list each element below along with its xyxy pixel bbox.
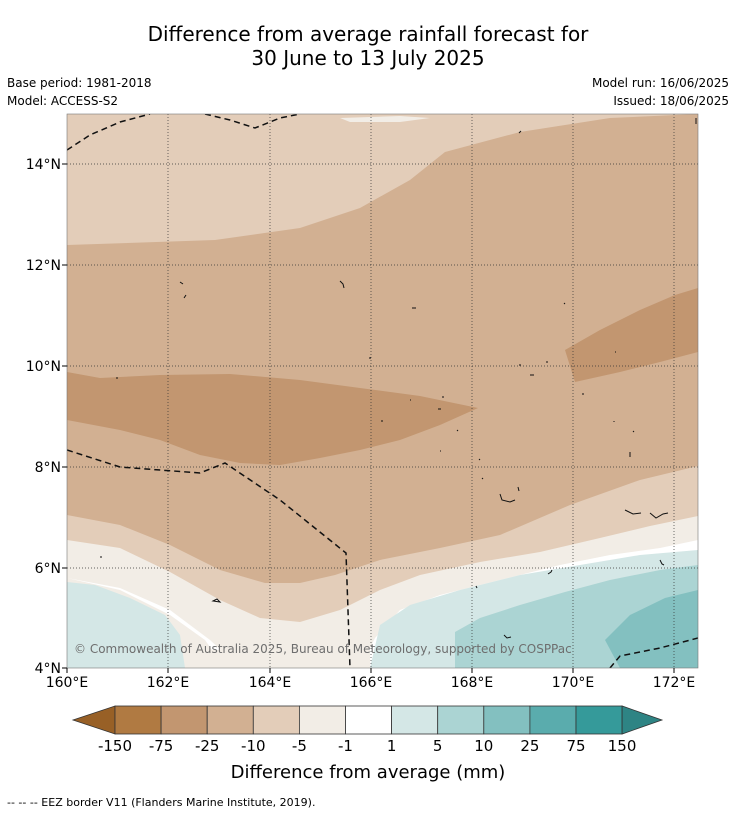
lat-label: 12°N xyxy=(26,258,61,274)
lon-label: 166°E xyxy=(350,675,393,691)
legend-tick-label: 10 xyxy=(474,737,493,755)
title-line-2: 30 June to 13 July 2025 xyxy=(251,46,485,70)
axis-ticks xyxy=(62,163,675,673)
legend-tick-label: 150 xyxy=(608,737,637,755)
copyright-notice: © Commowealth of Australia 2025, Bureau … xyxy=(74,642,572,656)
legend-label: Difference from average (mm) xyxy=(231,762,506,783)
legend-arrow-low xyxy=(71,705,116,735)
legend-tick-label: 5 xyxy=(433,737,443,755)
band-plus-1-to-plus-5-west xyxy=(67,582,185,668)
legend-swatch xyxy=(298,705,346,735)
map-frame xyxy=(66,113,699,669)
legend-arrow-high xyxy=(621,705,664,735)
legend-tick-label: -10 xyxy=(241,737,266,755)
issued-date: Issued: 18/06/2025 xyxy=(613,94,729,108)
band-top-pale xyxy=(340,116,430,122)
legend-tick-label: 25 xyxy=(520,737,539,755)
lat-labels: 14°N 12°N 10°N 8°N 6°N 4°N xyxy=(26,157,61,677)
lat-label: 14°N xyxy=(26,157,61,173)
model-run: Model run: 16/06/2025 xyxy=(591,76,729,90)
legend-swatch xyxy=(529,705,577,735)
colour-legend xyxy=(71,705,664,735)
band-minus-10-to-minus-25 xyxy=(67,114,698,583)
legend-swatch xyxy=(391,705,439,735)
legend-tick-label: -75 xyxy=(149,737,174,755)
band-minus-1-to-minus-5-south xyxy=(210,650,370,668)
legend-swatch xyxy=(575,705,623,735)
legend-tick-label: 75 xyxy=(566,737,585,755)
lat-label: 8°N xyxy=(35,460,61,476)
lon-label: 162°E xyxy=(147,675,190,691)
legend-swatch xyxy=(345,705,392,735)
legend-tick-label: -150 xyxy=(98,737,132,755)
legend-swatch xyxy=(114,705,162,735)
legend-swatch xyxy=(483,705,531,735)
lon-label: 172°E xyxy=(653,675,696,691)
legend-tick-label: -25 xyxy=(195,737,220,755)
band-plus-10-to-plus-25 xyxy=(605,590,698,668)
model-name: Model: ACCESS-S2 xyxy=(7,94,119,108)
title-line-1: Difference from average rainfall forecas… xyxy=(147,22,589,46)
lon-labels: 160°E 162°E 164°E 166°E 168°E 170°E 172°… xyxy=(46,675,696,691)
band-minus-25-to-minus-75-west xyxy=(67,372,478,465)
lon-label: 170°E xyxy=(552,675,595,691)
lon-label: 164°E xyxy=(249,675,292,691)
legend-swatch xyxy=(206,705,254,735)
lat-label: 6°N xyxy=(35,561,61,577)
legend-tick-labels: -150 -75 -25 -10 -5 -1 1 5 10 25 75 150 xyxy=(98,737,636,755)
legend-tick-label: -1 xyxy=(338,737,353,755)
rainfall-map: © Commowealth of Australia 2025, Bureau … xyxy=(67,114,698,668)
eez-footnote: -- -- -- EEZ border V11 (Flanders Marine… xyxy=(7,796,316,809)
lon-label: 168°E xyxy=(451,675,494,691)
meta-left: Base period: 1981-2018 Model: ACCESS-S2 xyxy=(7,74,152,110)
lon-label: 160°E xyxy=(46,675,89,691)
graticule xyxy=(67,114,698,668)
legend-swatch xyxy=(160,705,208,735)
islands xyxy=(100,118,697,639)
base-period: Base period: 1981-2018 xyxy=(7,76,152,90)
lat-label: 10°N xyxy=(26,359,61,375)
legend-tick-label: -5 xyxy=(292,737,307,755)
lat-label: 4°N xyxy=(35,661,61,677)
meta-right: Model run: 16/06/2025 Issued: 18/06/2025 xyxy=(592,74,729,110)
legend-swatch xyxy=(437,705,485,735)
legend-swatch xyxy=(252,705,300,735)
band-minus-25-to-minus-75-east xyxy=(565,288,698,382)
legend-tick-label: 1 xyxy=(387,737,397,755)
map-title: Difference from average rainfall forecas… xyxy=(0,22,736,70)
eez-border xyxy=(67,114,698,668)
